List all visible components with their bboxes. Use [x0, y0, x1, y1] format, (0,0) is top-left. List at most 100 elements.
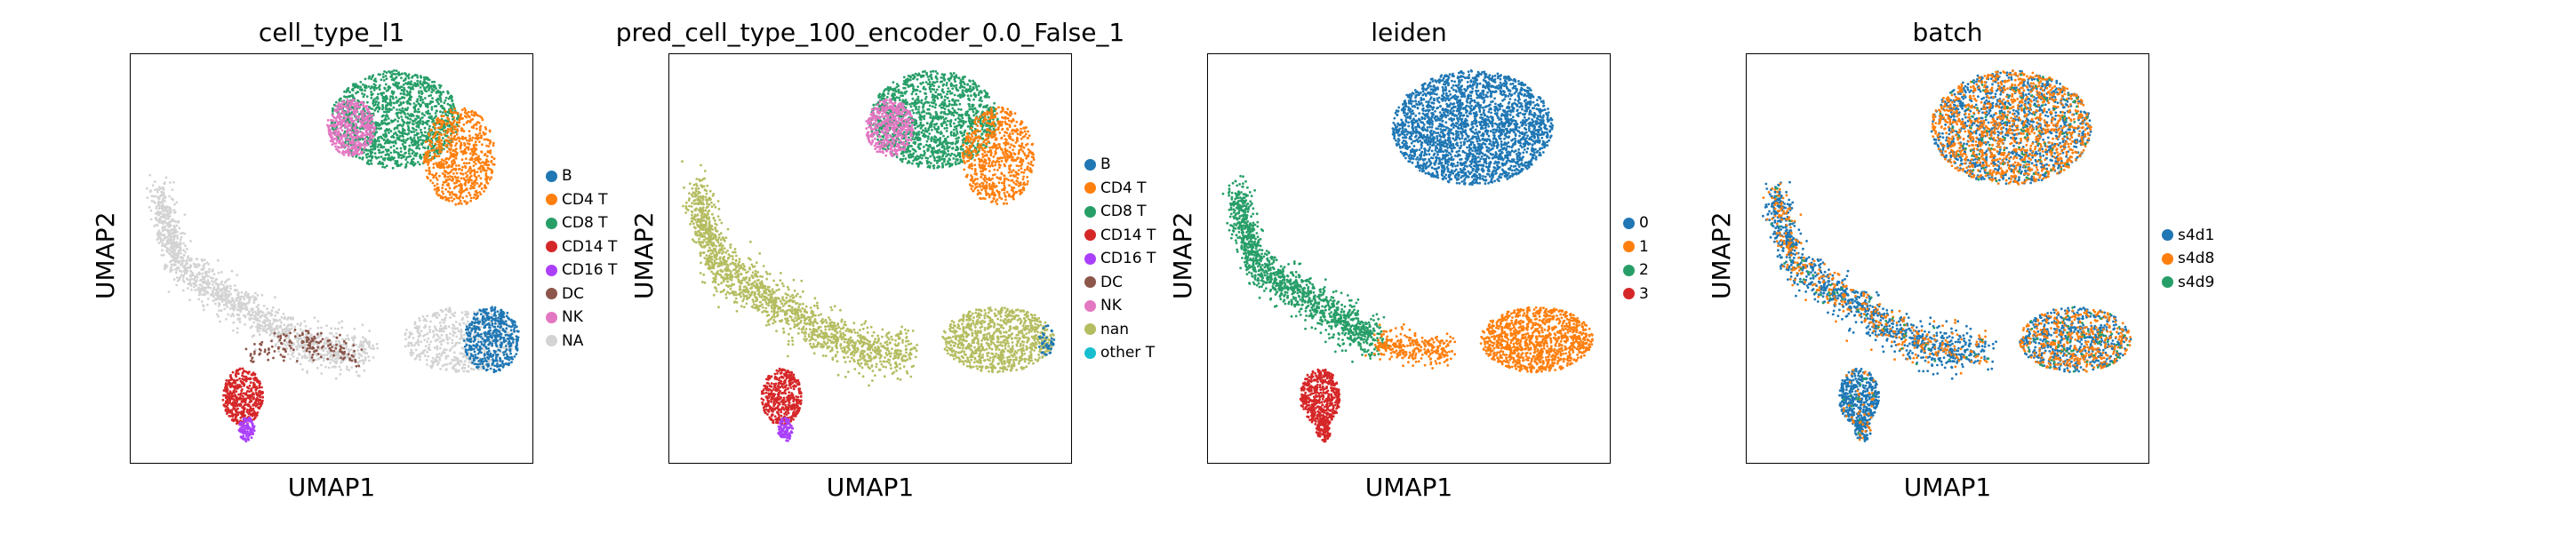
scatter-point: [460, 336, 463, 339]
scatter-point: [397, 123, 401, 127]
scatter-point: [436, 333, 438, 336]
scatter-point: [434, 327, 437, 330]
scatter-point: [191, 273, 195, 276]
scatter-point: [395, 96, 398, 99]
scatter-point: [509, 329, 513, 332]
scatter-point: [300, 345, 304, 347]
scatter-point: [263, 350, 267, 354]
scatter-point: [228, 277, 230, 281]
scatter-point: [388, 156, 391, 160]
scatter-point: [436, 346, 439, 349]
scatter-point: [381, 150, 385, 154]
scatter-point: [492, 163, 494, 166]
scatter-point: [446, 91, 450, 95]
scatter-point: [429, 320, 432, 323]
scatter-point: [362, 362, 365, 365]
scatter-point: [360, 354, 364, 358]
scatter-point: [479, 313, 483, 315]
scatter-point: [404, 141, 407, 144]
scatter-point: [407, 76, 411, 80]
scatter-point: [260, 293, 264, 297]
scatter-point: [464, 348, 468, 351]
scatter-point: [510, 361, 513, 364]
scatter-point: [438, 96, 442, 99]
scatter-point: [216, 259, 220, 262]
scatter-point: [170, 263, 173, 266]
scatter-point: [381, 73, 385, 76]
scatter-point: [460, 311, 464, 314]
scatter-point: [394, 160, 397, 163]
scatter-point: [209, 286, 212, 290]
scatter-point: [168, 229, 172, 233]
scatter-point: [212, 294, 215, 297]
scatter-point: [228, 300, 230, 304]
scatter-point: [230, 269, 234, 273]
scatter-point: [437, 102, 440, 106]
scatter-point: [466, 142, 469, 145]
scatter-point: [367, 355, 370, 358]
scatter-point: [303, 345, 307, 347]
scatter-point: [460, 143, 462, 147]
scatter-point: [432, 336, 436, 338]
scatter-point: [436, 359, 439, 362]
scatter-point: [158, 217, 162, 219]
scatter-point: [446, 114, 450, 117]
scatter-point: [236, 331, 239, 334]
scatter-point: [501, 329, 505, 332]
scatter-point: [372, 86, 375, 89]
scatter-point: [198, 293, 202, 297]
scatter-point: [203, 266, 205, 269]
scatter-point: [464, 341, 468, 345]
scatter-point: [385, 118, 388, 122]
scatter-point: [273, 350, 276, 353]
scatter-point: [437, 143, 440, 147]
scatter-point: [253, 315, 257, 318]
scatter-point: [201, 259, 204, 262]
scatter-point: [220, 271, 223, 274]
scatter-point: [443, 101, 446, 105]
scatter-point: [451, 179, 454, 182]
scatter-point: [423, 131, 427, 134]
scatter-point: [427, 158, 430, 162]
scatter-point: [432, 333, 436, 337]
scatter-point: [439, 98, 443, 100]
scatter-point: [369, 346, 372, 350]
scatter-point: [503, 330, 507, 333]
scatter-point: [161, 227, 164, 230]
scatter-point: [408, 144, 412, 147]
scatter-point: [449, 128, 452, 131]
scatter-point: [492, 144, 495, 147]
scatter-point: [412, 136, 416, 139]
scatter-point: [199, 278, 203, 282]
scatter-point: [342, 142, 345, 146]
scatter-point: [415, 115, 419, 118]
scatter-point: [467, 170, 469, 173]
scatter-point: [182, 280, 186, 283]
scatter-point: [356, 99, 359, 102]
scatter-point: [293, 335, 297, 338]
scatter-point: [186, 287, 189, 290]
scatter-point: [377, 148, 380, 152]
scatter-point: [371, 144, 374, 147]
scatter-point: [403, 86, 405, 90]
scatter-point: [428, 161, 430, 164]
scatter-point: [169, 239, 172, 242]
scatter-point: [468, 178, 472, 181]
scatter-point: [428, 169, 430, 172]
scatter-point: [378, 151, 381, 155]
scatter-point: [418, 319, 421, 322]
scatter-point: [474, 148, 477, 152]
scatter-point: [333, 327, 337, 330]
scatter-point: [481, 357, 484, 361]
scatter-point: [508, 339, 511, 343]
scatter-point: [348, 369, 351, 371]
scatter-point: [412, 84, 416, 87]
scatter-point: [441, 111, 444, 115]
scatter-point: [332, 360, 336, 363]
scatter-point: [463, 345, 467, 348]
scatter-point: [396, 99, 400, 103]
scatter-point: [428, 139, 430, 142]
scatter-point: [414, 129, 418, 131]
scatter-point: [172, 232, 174, 235]
scatter-point: [446, 150, 449, 154]
